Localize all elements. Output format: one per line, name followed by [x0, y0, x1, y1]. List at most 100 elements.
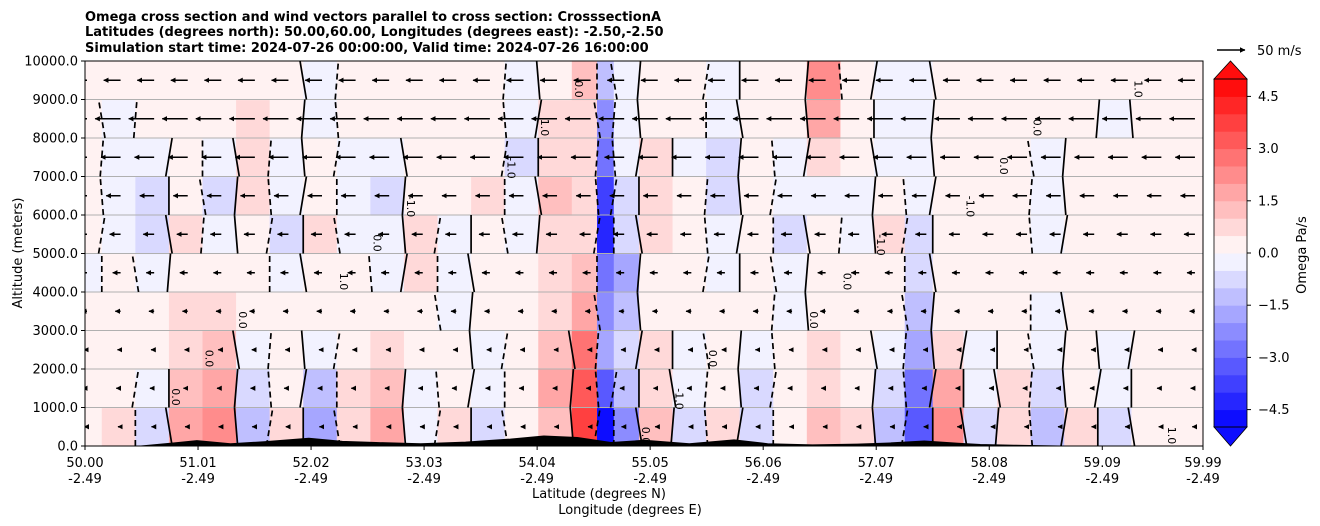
- omega-cell: [613, 330, 640, 370]
- x-tick-lat-label: 53.03: [405, 456, 442, 471]
- omega-cell: [85, 330, 103, 370]
- x-tick-lon-label: -2.49: [1085, 472, 1119, 487]
- omega-cell: [571, 292, 598, 332]
- contour-line: [837, 61, 843, 254]
- y-tick-label: 10000.0: [24, 55, 78, 70]
- y-tick-label: 8000.0: [33, 132, 79, 147]
- omega-cell: [571, 369, 598, 409]
- chart-title-line-3: Simulation start time: 2024-07-26 00:00:…: [85, 41, 649, 56]
- contour-label: 1.0: [538, 119, 551, 137]
- colorbar-segment: [1214, 253, 1247, 271]
- colorbar-segment: [1214, 166, 1247, 184]
- omega-cell: [85, 138, 103, 178]
- terrain-fill: [85, 435, 1203, 446]
- colorbar-tick-label: 0.0: [1258, 247, 1279, 262]
- contour-label: 0.0: [997, 157, 1010, 175]
- omega-cell: [571, 330, 598, 370]
- y-tick-label: 2000.0: [33, 363, 79, 378]
- colorbar-segment: [1214, 357, 1247, 376]
- terrain-profile: [85, 435, 1203, 446]
- omega-cell: [596, 292, 615, 332]
- x-axis-ticks: 50.00-2.4951.01-2.4952.02-2.4953.03-2.49…: [66, 446, 1222, 487]
- colorbar-segment: [1214, 183, 1247, 202]
- omega-cell: [1164, 330, 1203, 370]
- omega-cell: [904, 292, 934, 332]
- x-tick-lat-label: 55.05: [632, 456, 669, 471]
- contour-line: [959, 330, 968, 446]
- contour-label: 0.0: [840, 273, 853, 291]
- contour-line: [1093, 99, 1102, 446]
- colorbar-tick-label: 1.5: [1258, 194, 1279, 209]
- colorbar-segment: [1214, 200, 1247, 219]
- colorbar-segment: [1214, 287, 1247, 306]
- contour-label: 0.0: [203, 350, 216, 368]
- y-tick-label: 5000.0: [33, 247, 79, 262]
- contour-line: [993, 330, 1002, 446]
- x-tick-lat-label: 59.99: [1184, 456, 1221, 471]
- omega-cell: [85, 253, 103, 293]
- x-tick-lat-label: 54.04: [519, 456, 556, 471]
- y-tick-label: 3000.0: [33, 324, 79, 339]
- omega-cell: [873, 407, 906, 446]
- omega-cell: [613, 407, 640, 446]
- colorbar-segment: [1214, 131, 1247, 150]
- omega-cell: [596, 176, 615, 216]
- quiver-key: 50 m/s: [1217, 44, 1302, 59]
- colorbar-tick-label: 3.0: [1258, 142, 1279, 157]
- colorbar-segment: [1214, 305, 1247, 324]
- colorbar-segment: [1214, 113, 1247, 132]
- colorbar-segment: [1214, 79, 1247, 97]
- omega-cell: [904, 407, 934, 446]
- x-tick-lon-label: -2.49: [520, 472, 554, 487]
- colorbar-segment: [1214, 409, 1247, 428]
- contour-label: -1.0: [673, 388, 686, 409]
- omega-cell: [1164, 253, 1203, 293]
- y-tick-label: 4000.0: [33, 286, 79, 301]
- x-tick-lon-label: -2.49: [294, 472, 328, 487]
- contour-label: -1.0: [964, 196, 977, 217]
- contour-label: -1.0: [874, 234, 887, 255]
- contour-label: 0.0: [706, 350, 719, 368]
- y-tick-label: 6000.0: [33, 209, 79, 224]
- contour-label: 0.0: [639, 427, 652, 445]
- x-tick-lon-label: -2.49: [68, 472, 102, 487]
- x-tick-lon-label: -2.49: [859, 472, 893, 487]
- contour-line: [1127, 99, 1136, 446]
- colorbar-segment: [1214, 218, 1247, 237]
- omega-cell: [85, 407, 103, 446]
- omega-cell: [596, 215, 615, 255]
- contour-label: -1.0: [404, 196, 417, 217]
- omega-cell: [85, 369, 103, 409]
- contour-line: [928, 61, 937, 446]
- x-tick-lat-label: 50.00: [66, 456, 103, 471]
- x-tick-lat-label: 59.09: [1084, 456, 1121, 471]
- omega-cell: [85, 61, 103, 101]
- contour-lines: 0.0 1.0 -1.0 0.0 0.0 -1.0 1.0 0.0 0.0 1.0 -1.0 0.0 0…: [97, 61, 1178, 446]
- x-tick-lon-label: -2.49: [1186, 472, 1220, 487]
- contour-line: [1060, 137, 1069, 446]
- omega-cell: [904, 369, 934, 409]
- contour-label: 0.0: [169, 388, 182, 406]
- omega-cell: [85, 215, 103, 255]
- chart-title-line-2: Latitudes (degrees north): 50.00,60.00, …: [85, 25, 664, 40]
- contour-label: 0.0: [807, 311, 820, 329]
- wind-vectors: [85, 77, 1198, 430]
- x-tick-lat-label: 52.02: [292, 456, 329, 471]
- x-axis-label-latitude: Latitude (degrees N): [532, 487, 666, 502]
- colorbar-segment: [1214, 270, 1247, 289]
- colorbar-tick-label: −4.5: [1258, 403, 1290, 418]
- quiver-key-label: 50 m/s: [1257, 44, 1302, 59]
- x-tick-lon-label: -2.49: [746, 472, 780, 487]
- x-tick-lon-label: -2.49: [407, 472, 441, 487]
- contour-label: 0.0: [236, 311, 249, 329]
- colorbar-segment: [1214, 96, 1247, 115]
- contour-label: 1.0: [337, 273, 350, 291]
- omega-cell: [596, 407, 615, 446]
- y-tick-label: 1000.0: [33, 401, 79, 416]
- omega-cell: [904, 330, 934, 370]
- omega-cell: [613, 292, 640, 332]
- contour-label: -1.0: [505, 157, 518, 178]
- colorbar-segment: [1214, 392, 1247, 411]
- contour-line: [367, 253, 373, 293]
